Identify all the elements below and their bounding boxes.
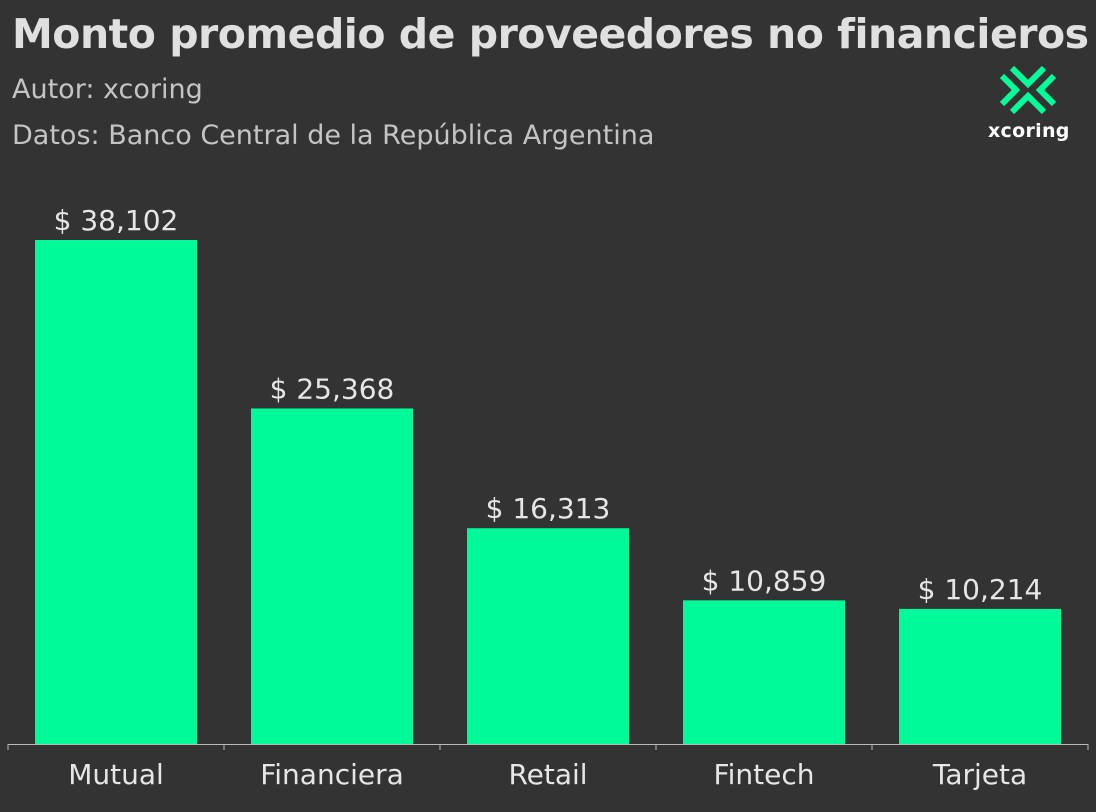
xcoring-logo-text: xcoring [988, 120, 1070, 142]
data-label-financiera: $ 25,368 [270, 372, 395, 405]
x-tick-label-mutual: Mutual [68, 758, 164, 791]
x-tick-label-fintech: Fintech [714, 758, 815, 791]
chart-author: Autor: xcoring [12, 74, 203, 105]
x-tick-label-retail: Retail [508, 758, 587, 791]
xcoring-logo: xcoring [988, 62, 1074, 148]
bar-retail [467, 528, 629, 744]
chart-source: Datos: Banco Central de la República Arg… [12, 120, 655, 151]
data-label-tarjeta: $ 10,214 [918, 573, 1043, 606]
data-label-fintech: $ 10,859 [702, 564, 827, 597]
bar-financiera [251, 408, 413, 744]
bar-tarjeta [899, 608, 1061, 744]
data-label-retail: $ 16,313 [486, 492, 611, 525]
chart-title: Monto promedio de proveedores no financi… [12, 10, 1089, 58]
x-tick-label-financiera: Financiera [260, 758, 404, 791]
xcoring-x-logo-icon [999, 65, 1057, 115]
data-label-mutual: $ 38,102 [54, 204, 179, 237]
bar-mutual [35, 240, 197, 744]
x-tick-label-tarjeta: Tarjeta [932, 758, 1027, 791]
bar-fintech [683, 600, 845, 744]
